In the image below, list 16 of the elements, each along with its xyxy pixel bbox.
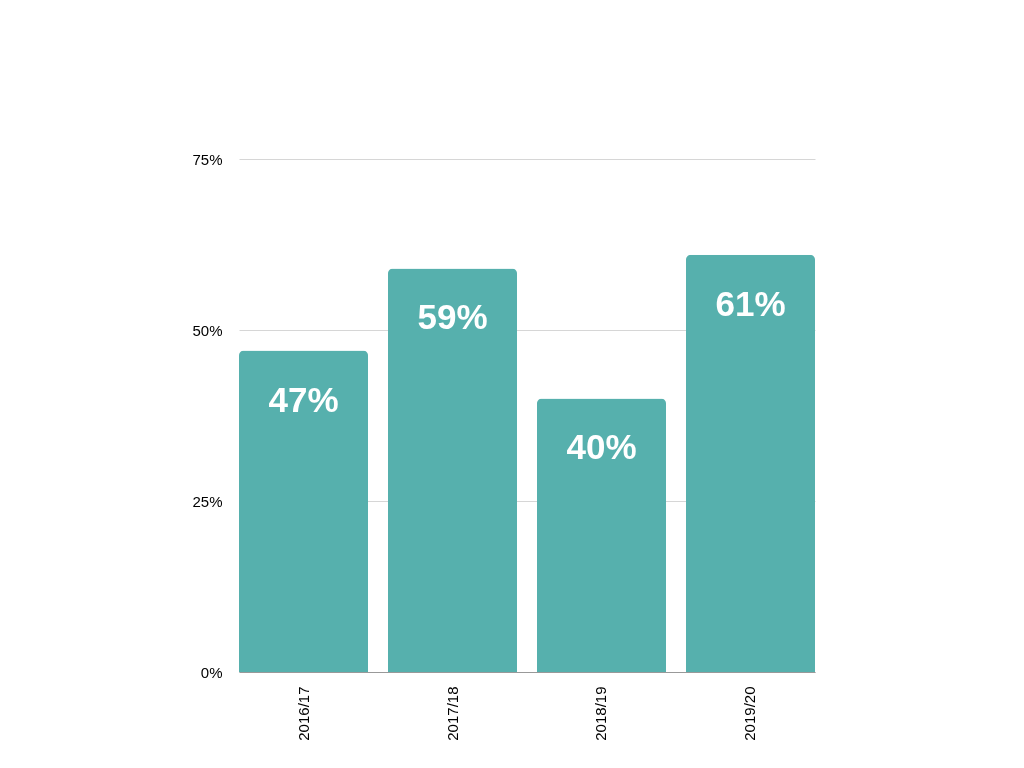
x-tick-label: 2019/20 — [741, 686, 759, 741]
y-tick-label: 75% — [192, 150, 223, 168]
data-label: 61% — [715, 283, 786, 323]
bar — [536, 398, 667, 672]
y-tick-label: 0% — [200, 663, 223, 681]
x-tick-label: 2016/17 — [294, 686, 312, 741]
data-label: 59% — [417, 297, 488, 337]
data-label: 40% — [566, 427, 637, 467]
x-tick-label: 2018/19 — [592, 686, 610, 741]
y-tick-label: 50% — [192, 321, 223, 339]
bar — [685, 254, 815, 672]
bar — [387, 268, 518, 672]
data-label: 47% — [268, 379, 339, 419]
x-tick-label: 2017/18 — [443, 686, 461, 741]
y-tick-label: 25% — [192, 492, 223, 510]
bar — [239, 350, 369, 672]
